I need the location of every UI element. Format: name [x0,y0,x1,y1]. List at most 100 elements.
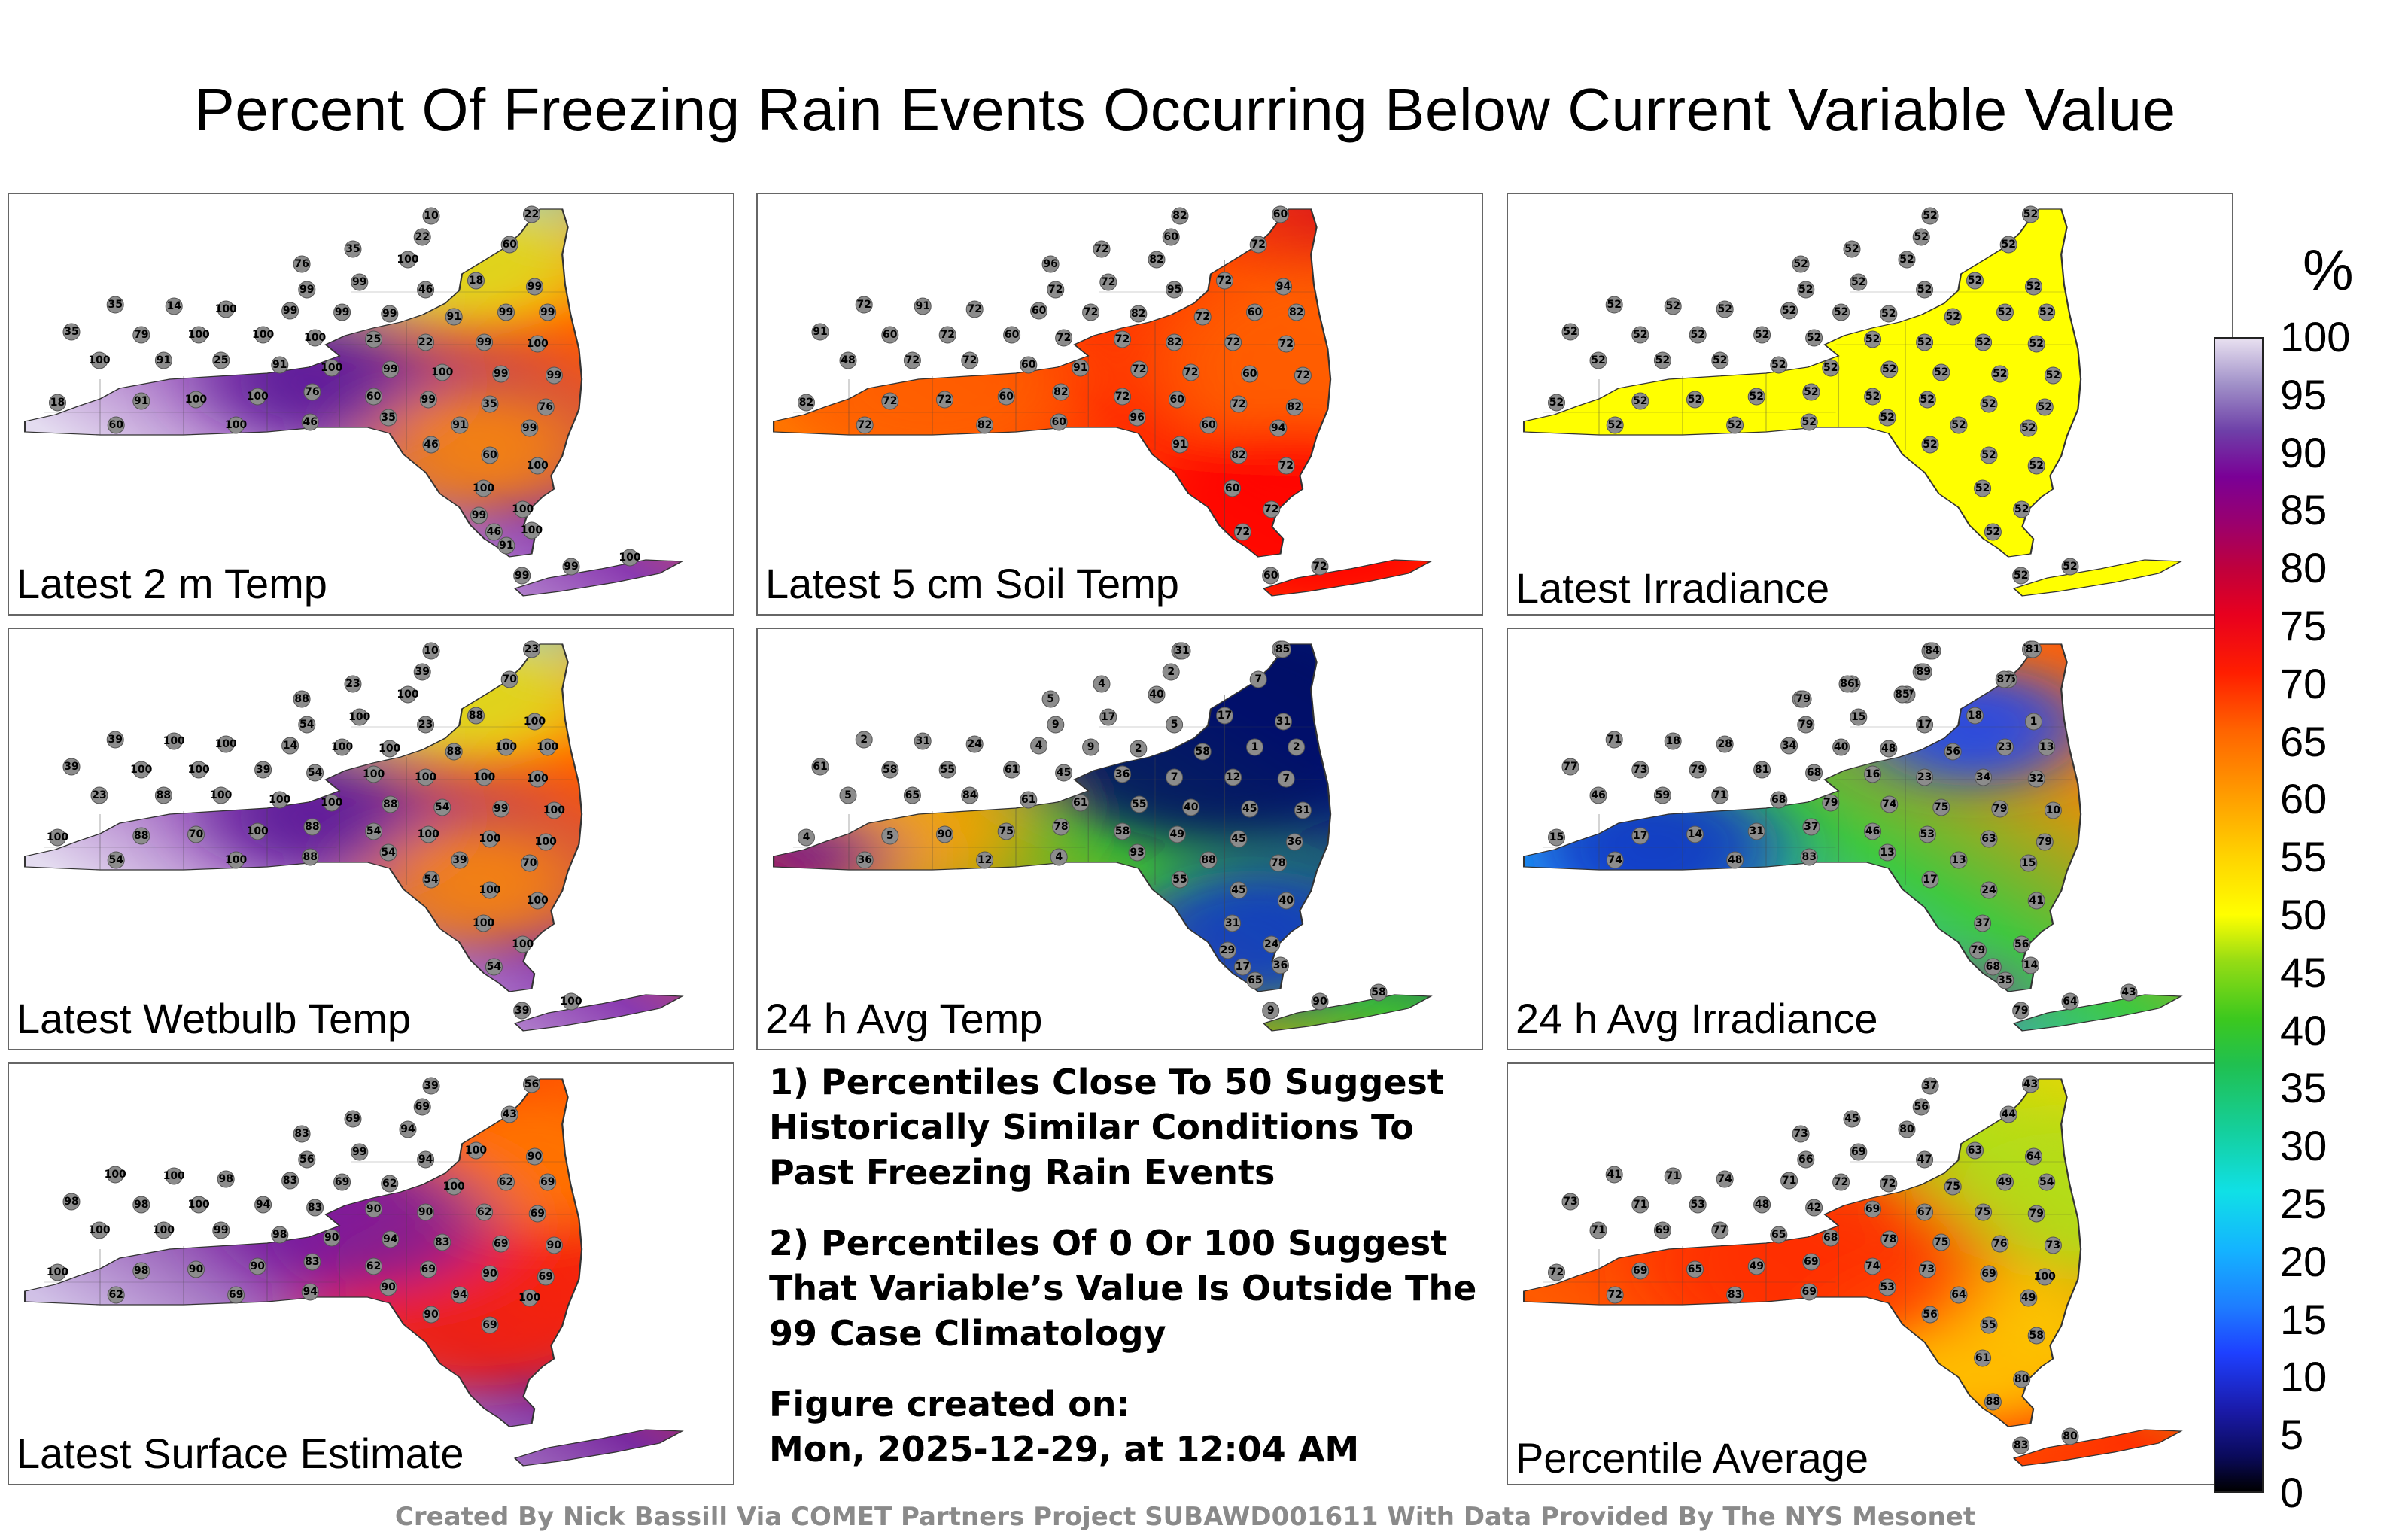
station-value: 71 [1633,1199,1647,1211]
station-marker: 9 [1082,738,1100,756]
station-value: 81 [1755,764,1769,776]
station-value: 52 [1880,412,1894,424]
note-percentile-extremes: 2) Percentiles Of 0 Or 100 Suggest That … [769,1223,1477,1354]
station-value: 73 [1563,1196,1577,1208]
station-marker: 100 [188,326,210,344]
station-value: 100 [397,688,418,701]
station-marker: 52 [2038,303,2056,321]
station-marker: 52 [2044,366,2062,385]
station-value: 100 [215,738,237,750]
station-value: 93 [1130,847,1144,859]
station-value: 5 [1047,693,1054,705]
station-value: 52 [1844,243,1859,255]
station-value: 24 [967,738,982,750]
station-value: 48 [841,354,855,366]
station-value: 91 [272,359,287,371]
station-marker: 100 [527,770,549,788]
station-value: 54 [308,767,323,779]
station-marker: 72 [936,391,953,409]
station-marker: 48 [1880,740,1898,758]
station-value: 60 [1170,394,1185,406]
station-value: 100 [153,1224,175,1236]
colorbar-tick: 90 [2280,428,2327,476]
map-panel-wetbulb-temp: 10 23 70 39 23 88 100 100 54 23 88 100 100 100 39 100 10… [8,628,734,1050]
station-marker: 31 [1275,713,1292,731]
station-marker: 60 [997,388,1015,406]
station-value: 69 [1865,1203,1880,1215]
station-marker: 13 [1878,843,1896,862]
station-marker: 54 [379,843,397,862]
station-marker: 99 [419,391,437,409]
station-value: 9 [1052,719,1060,731]
station-value: 52 [1934,366,1948,378]
station-value: 36 [1273,959,1288,971]
station-marker: 52 [1664,297,1682,315]
station-value: 82 [1289,306,1303,318]
station-marker: 100 [479,830,501,848]
station-value: 80 [2063,1430,2078,1442]
station-value: 88 [446,746,461,758]
station-value: 13 [1951,854,1966,866]
station-marker: 72 [1832,1173,1850,1191]
station-value: 1 [2030,716,2038,728]
state-border [1522,1078,2082,1427]
station-value: 52 [1690,329,1704,341]
station-value: 90 [1312,995,1327,1008]
station-value: 45 [1242,803,1257,815]
station-marker: 93 [1128,843,1146,862]
station-marker: 77 [1711,1221,1729,1239]
station-marker: 17 [1099,708,1117,726]
station-value: 52 [1713,354,1727,366]
station-value: 86 [1840,678,1854,690]
station-value: 36 [1115,768,1130,780]
station-value: 99 [540,306,555,318]
station-value: 60 [1163,231,1178,243]
station-marker: 72 [1224,333,1242,351]
station-value: 56 [299,1154,314,1166]
station-value: 79 [134,329,148,341]
station-value: 16 [1865,768,1880,780]
station-value: 73 [2046,1239,2060,1251]
station-marker: 99 [382,360,400,378]
station-marker: 72 [1216,272,1233,290]
station-marker: 16 [1864,765,1882,783]
state-border [1522,208,2082,558]
figure-title: Percent Of Freezing Rain Events Occurrin… [194,76,2176,143]
station-marker: 95 [1166,281,1184,299]
station-value: 74 [1717,1173,1732,1185]
station-marker: 72 [1130,360,1148,378]
station-marker: 31 [1747,822,1765,840]
station-marker: 42 [1805,1199,1823,1217]
station-value: 14 [283,740,298,752]
state-border [1522,643,2082,992]
station-marker: 81 [2024,640,2042,658]
station-marker: 82 [1288,303,1306,321]
station-value: 56 [1923,1309,1937,1321]
station-marker: 52 [1944,308,1962,326]
station-value: 54 [424,874,439,886]
station-value: 54 [108,854,123,866]
station-marker: 23 [417,716,435,734]
station-marker: 17 [1233,958,1251,976]
station-marker: 100 [527,892,549,910]
station-marker: 94 [451,1286,469,1304]
station-value: 100 [560,995,582,1008]
station-marker: 63 [1980,830,1998,848]
station-marker: 91 [811,323,829,341]
station-marker: 100 [2034,1268,2056,1286]
station-value: 52 [2029,460,2043,472]
station-value: 52 [1968,275,1982,287]
map-panel-24h-avg-temp: 2472454017951731212312449258615855614536… [756,628,1483,1050]
station-value: 82 [1288,401,1302,413]
colorbar-title: % [2303,239,2354,302]
station-marker: 98 [132,1196,150,1214]
station-value: 69 [482,1319,497,1331]
station-value: 2 [1167,666,1175,678]
station-marker: 5 [1166,716,1184,734]
station-marker: 64 [1950,1286,1968,1304]
station-value: 68 [1771,794,1786,806]
station-value: 60 [108,419,123,431]
station-marker: 90 [365,1200,383,1218]
station-marker: 79 [1822,794,1840,812]
station-value: 62 [366,1260,381,1272]
